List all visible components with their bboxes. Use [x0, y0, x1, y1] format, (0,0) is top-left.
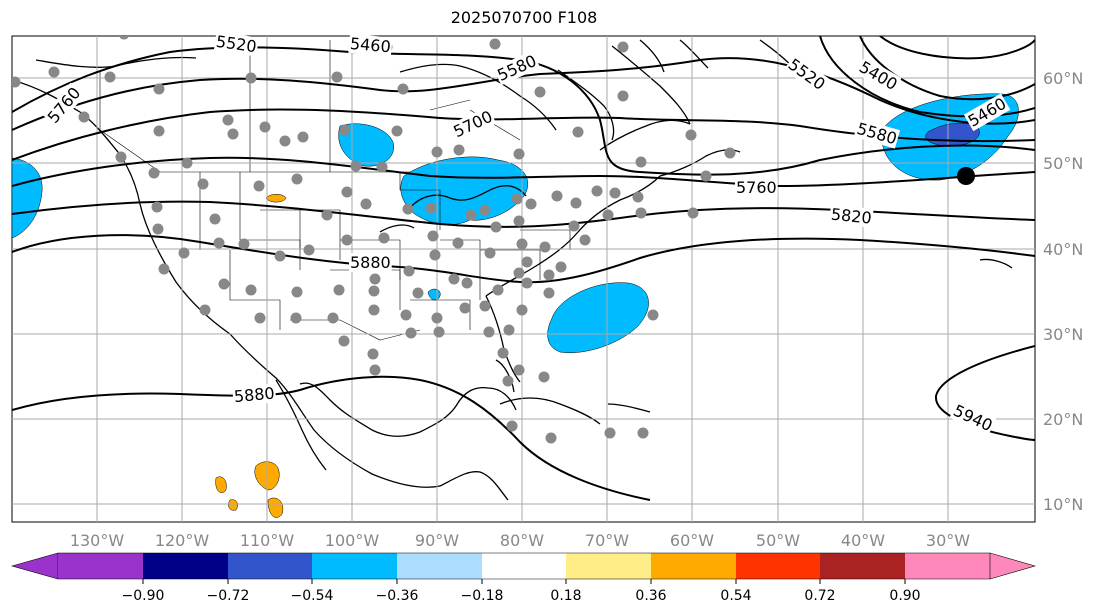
latitude-label: 60°N: [1043, 69, 1083, 88]
longitude-labels: 130°W 120°W 110°W 100°W 90°W 80°W 70°W 6…: [70, 531, 970, 550]
colorbar-segment: [58, 553, 143, 579]
contour-label-backing: [43, 82, 86, 128]
positive-anomaly-small: [265, 194, 287, 203]
colorbar-tick-label: −0.36: [376, 588, 419, 604]
contour-label-backing: [829, 204, 874, 228]
latitude-label: 10°N: [1043, 495, 1083, 514]
colorbar: −0.90 −0.72 −0.54 −0.36 −0.18 0.18 0.36 …: [10, 552, 1037, 604]
colorbar-outline: [58, 552, 990, 580]
colorbar-tick-label: 0.36: [635, 588, 666, 604]
contour-label: 5880: [233, 384, 275, 406]
colorbar-segment: [397, 553, 482, 579]
colorbar-tick-label: −0.18: [461, 588, 504, 604]
latitude-label: 30°N: [1043, 325, 1083, 344]
longitude-label: 130°W: [70, 531, 125, 550]
colorbar-tick-label: −0.54: [291, 588, 334, 604]
contour-label: 5820: [830, 205, 872, 228]
colorbar-tick-label: −0.72: [207, 588, 250, 604]
colorbar-tick-label: 0.72: [804, 588, 835, 604]
longitude-label: 90°W: [415, 531, 459, 550]
contour-label-backing: [449, 106, 497, 142]
colorbar-segment: [905, 553, 990, 579]
longitude-label: 70°W: [585, 531, 629, 550]
colorbar-tick-label: 0.18: [550, 588, 581, 604]
latitude-label: 40°N: [1043, 240, 1083, 259]
colorbar-segment: [312, 553, 397, 579]
highlight-point-marker: [957, 167, 975, 185]
longitude-label: 60°W: [670, 531, 714, 550]
longitude-label: 50°W: [756, 531, 800, 550]
colorbar-tick-label: 0.90: [889, 588, 920, 604]
colorbar-segment: [10, 552, 59, 580]
longitude-label: 110°W: [240, 531, 295, 550]
map-title: 2025070700 F108: [450, 8, 598, 27]
contour-label-backing: [213, 31, 259, 57]
contour-label-backing: [348, 33, 393, 57]
contour-label: 5460: [349, 34, 391, 56]
contour-label-backing: [853, 118, 901, 149]
colorbar-segment: [482, 553, 566, 579]
colorbar-segment: [228, 553, 312, 579]
contour-label-backing: [855, 56, 902, 95]
longitude-label: 40°W: [841, 531, 885, 550]
latitude-labels: 60°N 50°N 40°N 30°N 20°N 10°N: [1043, 69, 1083, 514]
contour-label-backing: [349, 253, 392, 272]
positive-anomaly-hawaii-4: [267, 497, 284, 518]
positive-anomaly-hawaii-2: [215, 476, 227, 493]
colorbar-tick-label: 0.54: [720, 588, 751, 604]
contour-label-backing: [783, 54, 830, 95]
longitude-label: 100°W: [325, 531, 380, 550]
longitude-label: 80°W: [500, 531, 544, 550]
colorbar-segment: [651, 553, 736, 579]
longitude-label: 30°W: [926, 531, 970, 550]
contour-label-backing: [232, 383, 277, 407]
negative-anomaly-atlantic: [547, 282, 649, 353]
longitude-label: 120°W: [155, 531, 210, 550]
contour-label-backing: [493, 50, 541, 86]
station-markers: [12, 36, 736, 444]
colorbar-segment: [143, 553, 228, 579]
latitude-label: 20°N: [1043, 410, 1083, 429]
colorbar-tick-label: −0.90: [122, 588, 165, 604]
contour-label: 5880: [350, 253, 391, 272]
colorbar-segment: [736, 553, 820, 579]
colorbar-segment: [820, 553, 905, 579]
contour-label-backing: [963, 93, 1011, 132]
colorbar-segment: [566, 553, 651, 579]
positive-anomaly-hawaii-3: [228, 499, 238, 511]
latitude-label: 50°N: [1043, 154, 1083, 173]
contour-label-backing: [949, 400, 997, 436]
contour-label: 5760: [736, 178, 777, 197]
colorbar-segment: [989, 552, 1037, 580]
contour-label-backing: [735, 178, 778, 197]
colorbar-ticks: [142, 579, 906, 584]
